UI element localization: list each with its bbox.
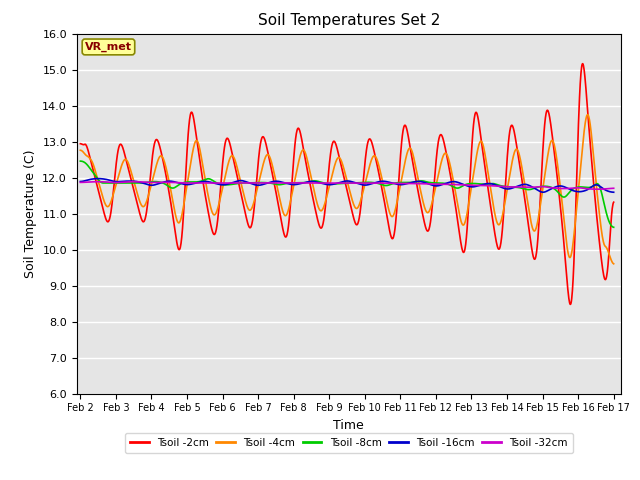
Tsoil -4cm (584, 112, 591, 118)
Tsoil -2cm (579, 61, 587, 67)
Tsoil -32cm (77, 180, 84, 185)
Tsoil -32cm (610, 185, 618, 191)
Tsoil -8cm (323, 181, 331, 187)
Tsoil -8cm (118, 180, 125, 186)
Tsoil -32cm (303, 180, 311, 186)
Tsoil -16cm (610, 189, 618, 195)
Tsoil -16cm (94, 176, 102, 181)
Tsoil -4cm (303, 155, 310, 160)
Tsoil -2cm (314, 217, 321, 223)
Tsoil -4cm (323, 192, 331, 197)
Tsoil -2cm (77, 141, 84, 146)
Y-axis label: Soil Temperature (C): Soil Temperature (C) (24, 149, 36, 278)
Tsoil -16cm (303, 179, 311, 185)
Tsoil -32cm (593, 186, 601, 192)
Tsoil -32cm (118, 180, 125, 185)
Tsoil -8cm (314, 179, 321, 184)
Tsoil -4cm (140, 204, 147, 209)
Tsoil -16cm (380, 179, 388, 184)
Tsoil -2cm (140, 219, 147, 225)
Tsoil -8cm (380, 182, 388, 188)
Tsoil -2cm (118, 142, 125, 148)
Tsoil -8cm (303, 180, 310, 185)
X-axis label: Time: Time (333, 419, 364, 432)
Tsoil -8cm (610, 225, 618, 230)
Tsoil -16cm (324, 182, 332, 188)
Tsoil -16cm (118, 179, 126, 184)
Tsoil -4cm (610, 261, 618, 267)
Text: VR_met: VR_met (85, 42, 132, 52)
Tsoil -2cm (566, 301, 574, 307)
Line: Tsoil -16cm: Tsoil -16cm (81, 179, 614, 192)
Tsoil -8cm (140, 180, 147, 186)
Tsoil -4cm (118, 163, 125, 168)
Line: Tsoil -8cm: Tsoil -8cm (81, 161, 614, 228)
Tsoil -4cm (77, 147, 84, 153)
Tsoil -8cm (77, 158, 84, 164)
Tsoil -4cm (314, 202, 321, 208)
Line: Tsoil -32cm: Tsoil -32cm (81, 182, 614, 189)
Tsoil -32cm (380, 180, 388, 186)
Tsoil -2cm (380, 196, 388, 202)
Tsoil -32cm (314, 180, 322, 186)
Tsoil -16cm (314, 180, 322, 185)
Tsoil -16cm (140, 180, 148, 186)
Line: Tsoil -2cm: Tsoil -2cm (81, 64, 614, 304)
Tsoil -4cm (380, 184, 388, 190)
Tsoil -2cm (610, 199, 618, 205)
Title: Soil Temperatures Set 2: Soil Temperatures Set 2 (258, 13, 440, 28)
Tsoil -2cm (303, 164, 310, 169)
Tsoil -2cm (323, 184, 331, 190)
Line: Tsoil -4cm: Tsoil -4cm (81, 115, 614, 264)
Tsoil -32cm (140, 179, 148, 185)
Tsoil -16cm (77, 179, 84, 184)
Tsoil -32cm (324, 180, 332, 186)
Tsoil -32cm (130, 179, 138, 185)
Legend: Tsoil -2cm, Tsoil -4cm, Tsoil -8cm, Tsoil -16cm, Tsoil -32cm: Tsoil -2cm, Tsoil -4cm, Tsoil -8cm, Tsoi… (125, 433, 573, 453)
